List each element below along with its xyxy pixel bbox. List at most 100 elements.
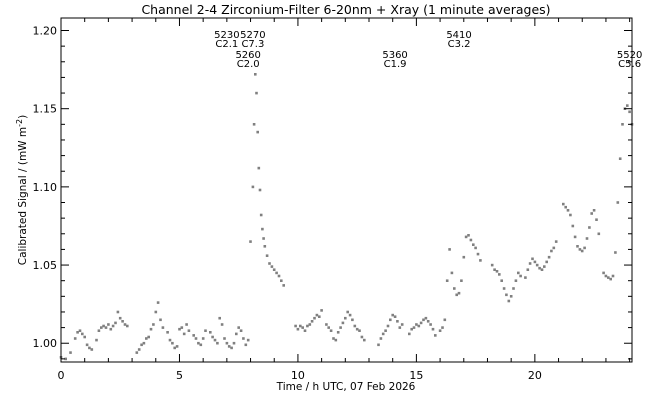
data-point [306, 324, 309, 328]
data-point [262, 237, 265, 240]
data-point [400, 323, 404, 326]
data-point [578, 248, 582, 251]
data-point [204, 329, 207, 332]
annotation-event: 5410 [446, 30, 471, 41]
data-point [476, 252, 480, 256]
data-point [502, 287, 506, 290]
data-point [500, 279, 503, 282]
data-point [192, 334, 195, 337]
annotation-class: C2.0 [237, 59, 260, 70]
data-point [580, 249, 584, 253]
data-point [201, 337, 205, 340]
data-point [147, 335, 150, 339]
data-point [213, 338, 217, 342]
data-point [135, 351, 139, 354]
data-point [140, 343, 143, 347]
data-point [97, 329, 101, 332]
data-point [259, 213, 263, 217]
data-point [327, 326, 330, 329]
data-point [187, 329, 191, 332]
data-point [353, 324, 357, 328]
data-point [332, 337, 335, 340]
data-point [393, 315, 397, 318]
data-point [175, 345, 179, 348]
data-point [185, 323, 188, 326]
data-point [509, 295, 513, 298]
x-tick-label: 5 [176, 369, 183, 382]
data-point [628, 110, 631, 114]
data-point [545, 260, 548, 264]
data-point [64, 357, 67, 361]
data-point [379, 337, 383, 340]
data-point [296, 327, 300, 331]
data-point [114, 321, 117, 325]
y-axis-title-exponent: -2 [15, 119, 24, 127]
data-point [472, 243, 475, 246]
chart-title: Channel 2-4 Zirconium-Filter 6-20nm + Xr… [141, 2, 550, 17]
data-point [498, 273, 501, 276]
data-point [277, 274, 281, 278]
data-point [431, 327, 435, 331]
data-point [239, 329, 243, 332]
data-point [83, 335, 86, 339]
data-point [249, 240, 252, 243]
data-point [341, 321, 345, 325]
data-point [218, 316, 221, 320]
data-point [275, 271, 278, 275]
data-point [604, 274, 608, 278]
data-point [443, 318, 447, 322]
x-tick-label: 0 [58, 369, 65, 382]
data-point [346, 310, 349, 314]
data-point [263, 245, 267, 248]
annotation-class: C1.9 [384, 59, 407, 70]
data-point [469, 238, 473, 242]
data-point [571, 224, 575, 228]
data-point [194, 337, 198, 340]
x-tick-label: 10 [291, 369, 305, 382]
data-point [258, 188, 262, 192]
data-point [547, 255, 551, 259]
data-point [145, 337, 148, 340]
data-point [197, 341, 200, 345]
data-point [318, 315, 321, 318]
annotation-event: 5520 [617, 50, 642, 61]
x-tick-label: 20 [528, 369, 542, 382]
data-point [78, 329, 82, 332]
data-point [159, 318, 162, 322]
data-point [156, 301, 160, 304]
y-tick-label: 1.20 [33, 25, 58, 38]
data-point [426, 320, 430, 323]
data-point [211, 335, 214, 339]
data-point [450, 271, 454, 275]
data-point [540, 268, 544, 271]
x-axis: 0 5 10 15 20 [58, 18, 631, 382]
y-tick-label: 1.10 [33, 181, 58, 194]
data-point [166, 331, 169, 334]
data-point [69, 351, 72, 354]
data-point [410, 327, 413, 331]
data-point [495, 270, 499, 273]
data-point [182, 332, 186, 336]
data-point [116, 310, 120, 314]
data-point [597, 232, 601, 236]
plot-frame [60, 17, 633, 363]
data-point [90, 348, 94, 351]
data-point [384, 329, 387, 332]
data-point [621, 123, 624, 126]
data-point [552, 246, 556, 250]
data-point [216, 341, 219, 345]
data-point [180, 326, 184, 329]
data-point [81, 332, 84, 336]
data-point [396, 320, 399, 323]
data-point [562, 202, 565, 206]
data-point [325, 323, 328, 326]
data-point [104, 326, 108, 329]
data-point [493, 268, 496, 271]
data-point [270, 265, 274, 268]
data-point [220, 323, 224, 326]
data-point [445, 279, 449, 282]
data-point [573, 235, 577, 239]
data-point [618, 157, 622, 160]
